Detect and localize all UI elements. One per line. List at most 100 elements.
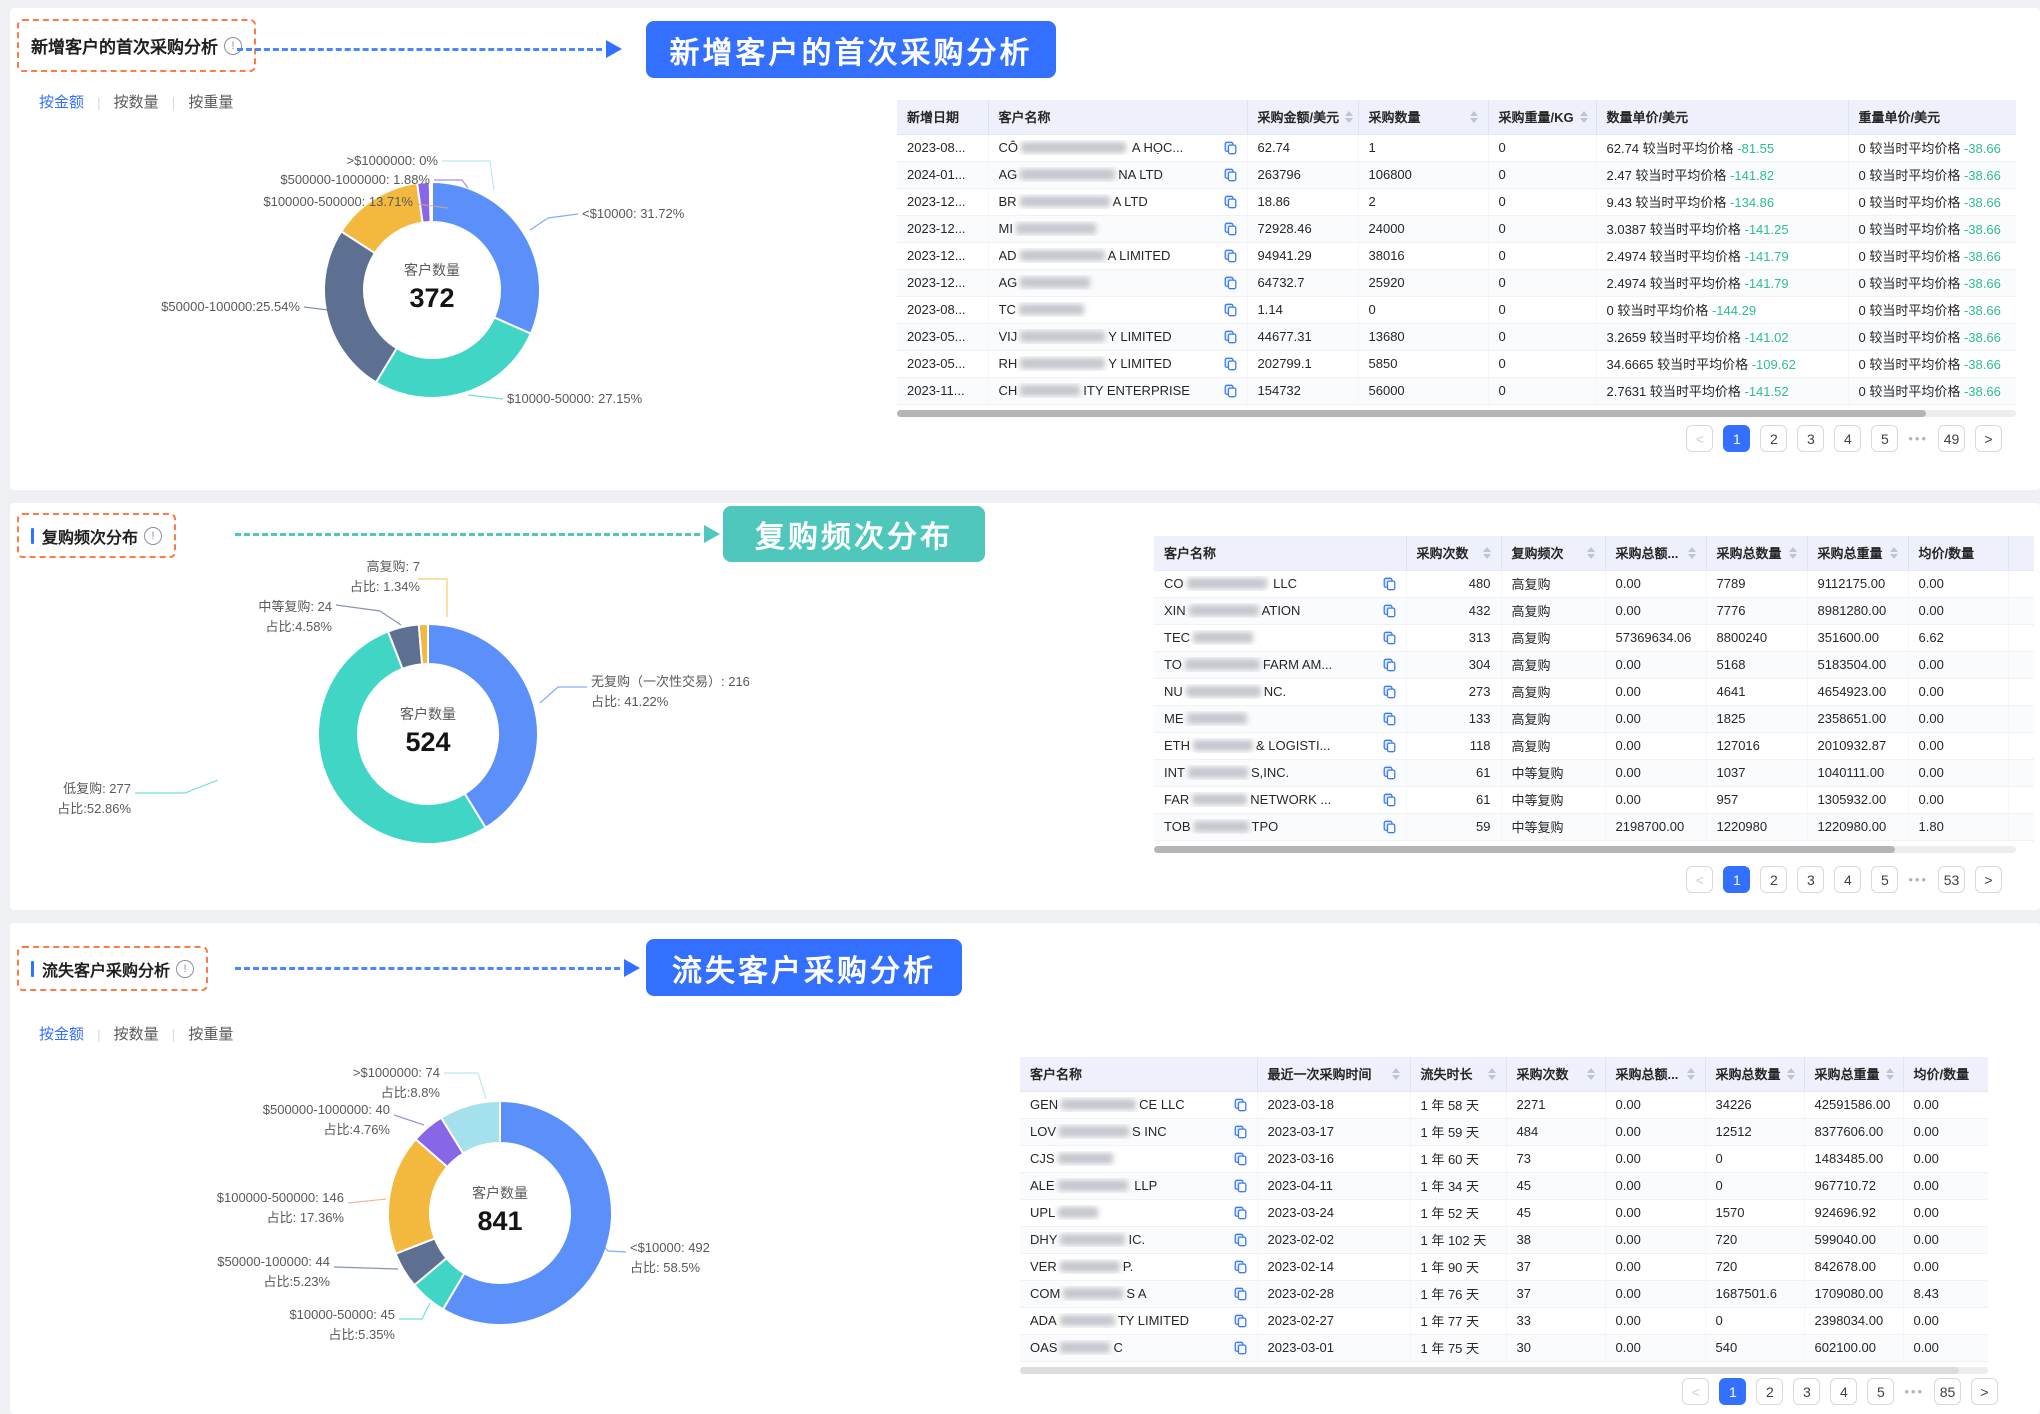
sort-icon[interactable]: [1386, 1067, 1400, 1080]
sort-icon[interactable]: [1464, 110, 1478, 123]
copy-icon[interactable]: [1234, 1287, 1247, 1301]
copy-icon[interactable]: [1234, 1233, 1247, 1247]
copy-icon[interactable]: [1224, 141, 1237, 155]
copy-icon[interactable]: [1383, 712, 1396, 726]
copy-icon[interactable]: [1234, 1098, 1247, 1112]
copy-icon[interactable]: [1224, 330, 1237, 344]
pagination-page-1[interactable]: 1: [1723, 425, 1751, 452]
sort-icon[interactable]: [1482, 1067, 1496, 1080]
donut-slice-2[interactable]: [374, 316, 533, 399]
pagination-next[interactable]: >: [1975, 425, 2002, 452]
pagination-page-3[interactable]: 3: [1797, 866, 1825, 893]
sort-icon[interactable]: [1574, 110, 1588, 123]
copy-icon[interactable]: [1224, 195, 1237, 209]
copy-icon[interactable]: [1383, 658, 1396, 672]
sort-icon[interactable]: [1880, 1067, 1894, 1080]
pagination-page-4[interactable]: 4: [1830, 1378, 1858, 1405]
donut-slice-1[interactable]: [427, 622, 539, 830]
donut-slice-4[interactable]: [417, 622, 429, 666]
sort-icon[interactable]: [1884, 546, 1898, 559]
pagination-prev[interactable]: <: [1682, 1378, 1710, 1405]
pagination-page-49[interactable]: 49: [1938, 425, 1965, 452]
pagination-next[interactable]: >: [1971, 1378, 1998, 1405]
sort-icon[interactable]: [1783, 546, 1797, 559]
scrollbar-thumb[interactable]: [897, 410, 1927, 417]
copy-icon[interactable]: [1234, 1341, 1247, 1355]
donut-slice-2[interactable]: [317, 630, 488, 845]
pagination-prev[interactable]: <: [1686, 425, 1714, 452]
info-icon[interactable]: !: [224, 36, 242, 55]
info-icon[interactable]: !: [176, 959, 195, 978]
copy-icon[interactable]: [1383, 820, 1396, 834]
sort-icon[interactable]: [1681, 1067, 1695, 1080]
pagination-page-4[interactable]: 4: [1834, 866, 1862, 893]
copy-icon[interactable]: [1234, 1206, 1247, 1220]
pagination-page-5[interactable]: 5: [1871, 425, 1899, 452]
copy-icon[interactable]: [1383, 766, 1396, 780]
copy-icon[interactable]: [1224, 384, 1237, 398]
copy-icon[interactable]: [1234, 1125, 1247, 1139]
sort-icon[interactable]: [1581, 1067, 1595, 1080]
sort-icon[interactable]: [1581, 546, 1595, 559]
copy-icon[interactable]: [1234, 1314, 1247, 1328]
tab-by-quantity[interactable]: 按数量: [113, 1026, 159, 1043]
pagination-page-3[interactable]: 3: [1797, 425, 1825, 452]
sort-icon[interactable]: [1339, 110, 1354, 123]
copy-icon[interactable]: [1224, 168, 1237, 182]
copy-icon[interactable]: [1383, 631, 1396, 645]
pagination-page-5[interactable]: 5: [1871, 866, 1899, 893]
copy-icon[interactable]: [1383, 604, 1396, 618]
tab-by-amount[interactable]: 按金额: [39, 94, 85, 111]
pagination-page-2[interactable]: 2: [1756, 1378, 1784, 1405]
pagination-next[interactable]: >: [1975, 866, 2002, 893]
pagination-page-1[interactable]: 1: [1723, 866, 1751, 893]
copy-icon[interactable]: [1383, 793, 1396, 807]
h-scrollbar[interactable]: [1020, 1367, 1988, 1374]
donut-label-line: 占比:8.8%: [380, 1085, 440, 1100]
pagination-page-2[interactable]: 2: [1760, 425, 1788, 452]
copy-icon[interactable]: [1234, 1152, 1247, 1166]
donut-slice-1[interactable]: [431, 180, 541, 335]
table-cell: 6.62: [1908, 624, 2009, 652]
h-scrollbar[interactable]: [897, 410, 2016, 417]
scrollbar-thumb[interactable]: [1020, 1367, 1959, 1374]
pagination-page-2[interactable]: 2: [1760, 866, 1788, 893]
customer-name-cell: BR A LTD: [999, 194, 1237, 209]
copy-icon[interactable]: [1234, 1260, 1247, 1274]
table-cell: 高复购: [1501, 678, 1606, 706]
copy-icon[interactable]: [1224, 303, 1237, 317]
copy-icon[interactable]: [1383, 685, 1396, 699]
name-visible-prefix: AG: [998, 275, 1018, 290]
copy-icon[interactable]: [1383, 739, 1396, 753]
copy-icon[interactable]: [1224, 357, 1237, 371]
info-icon[interactable]: !: [144, 526, 163, 545]
tab-by-weight[interactable]: 按重量: [188, 94, 234, 111]
copy-icon[interactable]: [1234, 1179, 1247, 1193]
pagination-prev[interactable]: <: [1686, 866, 1714, 893]
copy-icon[interactable]: [1224, 249, 1237, 263]
donut-slice-6[interactable]: [428, 180, 433, 224]
pagination-page-1[interactable]: 1: [1719, 1378, 1747, 1405]
pagination-page-3[interactable]: 3: [1793, 1378, 1821, 1405]
donut-slice-6[interactable]: [439, 1099, 501, 1155]
donut-slice-1[interactable]: [441, 1099, 613, 1326]
tab-by-amount[interactable]: 按金额: [39, 1026, 85, 1043]
blurred-name-segment: [1185, 686, 1261, 697]
donut-label-leader: [529, 213, 579, 231]
pagination-page-4[interactable]: 4: [1834, 425, 1862, 452]
copy-icon[interactable]: [1224, 276, 1237, 290]
pagination-page-5[interactable]: 5: [1867, 1378, 1895, 1405]
pagination-page-53[interactable]: 53: [1938, 866, 1965, 893]
tab-by-weight[interactable]: 按重量: [188, 1026, 234, 1043]
copy-icon[interactable]: [1224, 222, 1237, 236]
donut-label-leader: [347, 1198, 387, 1204]
scrollbar-thumb[interactable]: [1154, 846, 1896, 853]
sort-icon[interactable]: [1682, 546, 1696, 559]
sort-icon[interactable]: [1477, 546, 1491, 559]
copy-icon[interactable]: [1383, 577, 1396, 591]
pagination-page-85[interactable]: 85: [1934, 1378, 1961, 1405]
tab-by-quantity[interactable]: 按数量: [113, 94, 159, 111]
sort-icon[interactable]: [1781, 1067, 1795, 1080]
section-repurchase-frequency: 复购频次分布 ! 复购频次分布 客户数量 524 高复购: 7 占比: 1.34%…: [10, 503, 2040, 910]
h-scrollbar[interactable]: [1154, 846, 2016, 853]
